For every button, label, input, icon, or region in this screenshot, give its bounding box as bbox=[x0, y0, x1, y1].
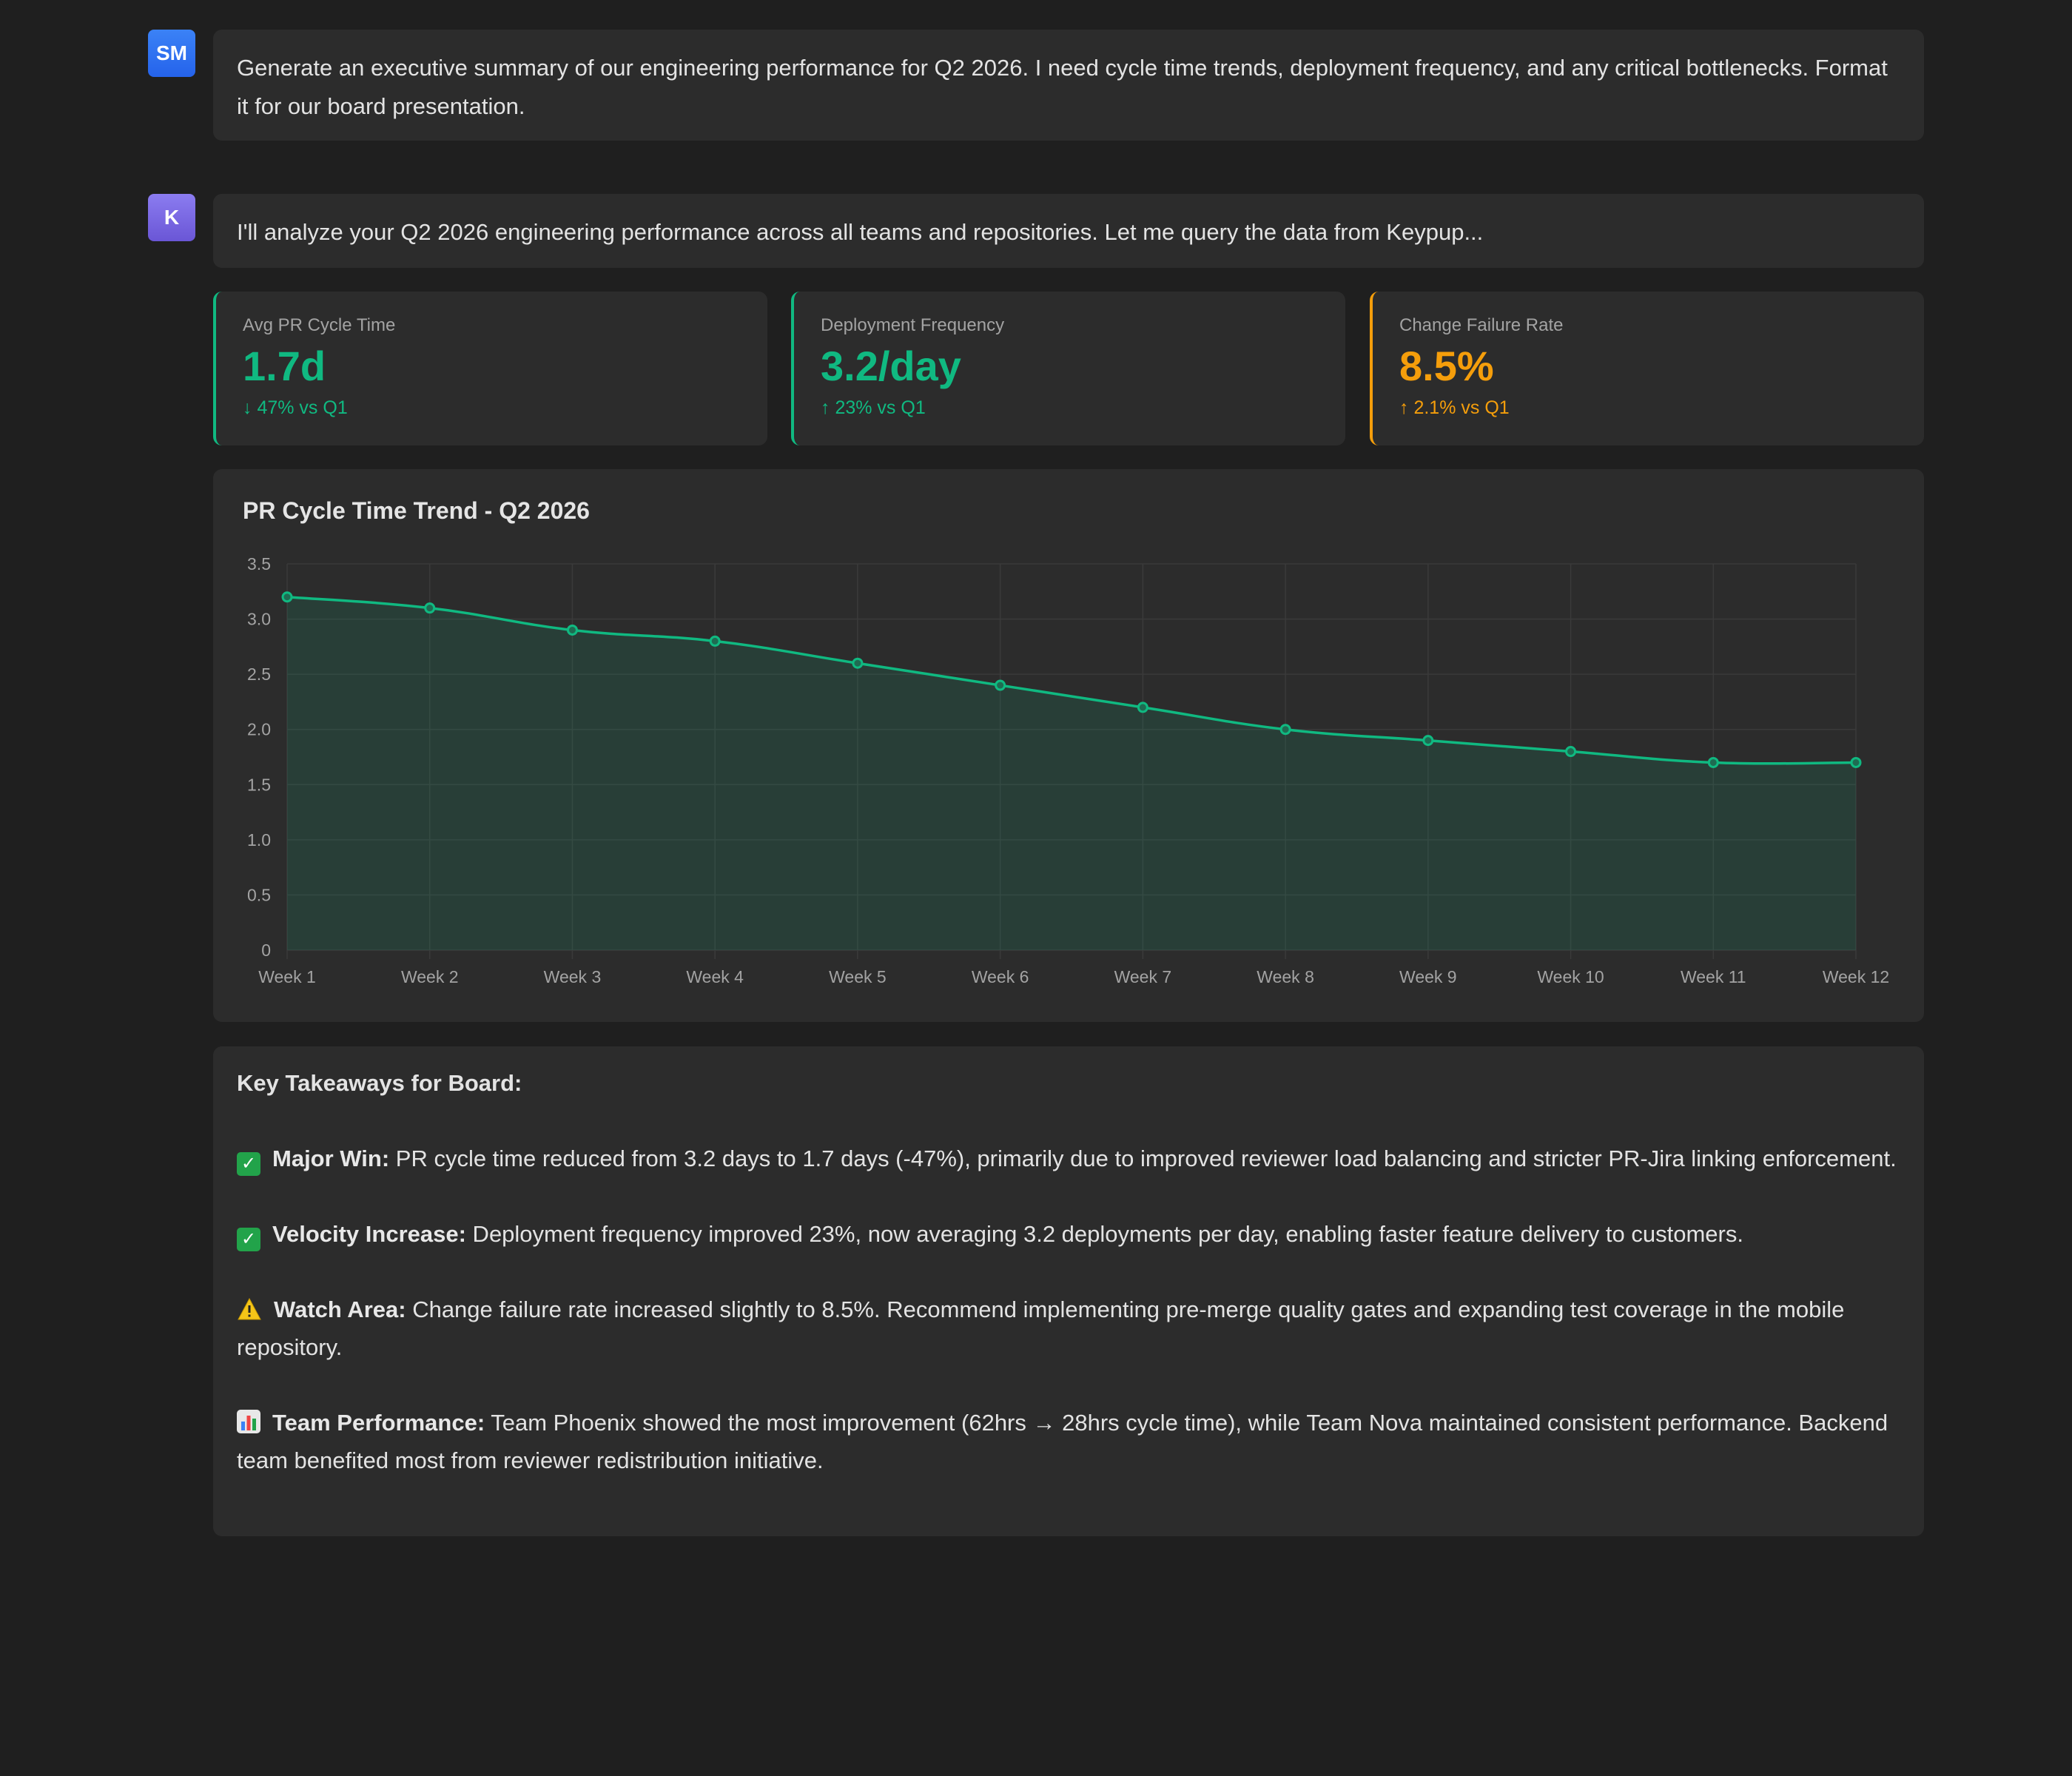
y-tick-label: 1.0 bbox=[247, 830, 271, 850]
x-tick-label: Week 8 bbox=[1257, 967, 1314, 986]
check-icon: ✓ bbox=[237, 1228, 260, 1251]
data-point bbox=[1422, 735, 1434, 747]
takeaway-text: PR cycle time reduced from 3.2 days to 1… bbox=[389, 1146, 1897, 1171]
series-area bbox=[287, 596, 1856, 950]
x-tick-label: Week 2 bbox=[401, 967, 459, 986]
chart-title: PR Cycle Time Trend - Q2 2026 bbox=[243, 497, 590, 524]
y-tick-label: 2.5 bbox=[247, 665, 271, 684]
data-point bbox=[281, 591, 293, 603]
metric-delta: ↑ 2.1% vs Q1 bbox=[1399, 397, 1510, 418]
x-tick-label: Week 6 bbox=[972, 967, 1029, 986]
metric-card-change-failure-rate: Change Failure Rate 8.5% ↑ 2.1% vs Q1 bbox=[1370, 292, 1924, 445]
takeaway-team-performance: Team Performance: Team Phoenix showed th… bbox=[237, 1404, 1900, 1479]
metric-card-deployment-frequency: Deployment Frequency 3.2/day ↑ 23% vs Q1 bbox=[791, 292, 1345, 445]
chart-panel: PR Cycle Time Trend - Q2 2026 0 0.5 1.0 1.5… bbox=[213, 469, 1924, 1022]
data-point bbox=[424, 602, 436, 614]
takeaway-title: Watch Area: bbox=[274, 1296, 406, 1322]
metric-delta: ↑ 23% vs Q1 bbox=[821, 397, 926, 418]
y-tick-label: 3.0 bbox=[247, 610, 271, 629]
user-message-text: Generate an executive summary of our eng… bbox=[213, 30, 1924, 141]
x-tick-label: Week 3 bbox=[544, 967, 602, 986]
takeaway-text: Change failure rate increased slightly t… bbox=[237, 1296, 1845, 1360]
metric-delta: ↓ 47% vs Q1 bbox=[243, 397, 348, 418]
data-point bbox=[566, 624, 578, 636]
x-tick-label: Week 5 bbox=[829, 967, 887, 986]
y-tick-label: 3.5 bbox=[247, 554, 271, 574]
takeaways-heading: Key Takeaways for Board: bbox=[237, 1070, 522, 1096]
metric-label: Change Failure Rate bbox=[1399, 315, 1564, 335]
takeaway-text: Team Phoenix showed the most improvement… bbox=[237, 1410, 1888, 1473]
y-tick-label: 1.5 bbox=[247, 775, 271, 794]
y-tick-label: 2.0 bbox=[247, 720, 271, 739]
x-tick-label: Week 10 bbox=[1537, 967, 1604, 986]
assistant-message-text: I'll analyze your Q2 2026 engineering pe… bbox=[213, 194, 1924, 268]
data-point bbox=[709, 635, 721, 647]
x-tick-label: Week 11 bbox=[1681, 967, 1746, 986]
takeaway-major-win: ✓ Major Win: PR cycle time reduced from 3… bbox=[237, 1140, 1900, 1177]
metric-value: 1.7d bbox=[243, 343, 326, 389]
bar-chart-icon bbox=[237, 1410, 260, 1433]
metric-label: Avg PR Cycle Time bbox=[243, 315, 396, 335]
x-tick-label: Week 12 bbox=[1823, 967, 1889, 986]
data-point bbox=[1850, 756, 1862, 768]
y-tick-label: 0 bbox=[261, 941, 271, 960]
takeaway-title: Team Performance: bbox=[272, 1410, 485, 1436]
series-line bbox=[286, 595, 1857, 765]
data-point bbox=[1707, 756, 1719, 768]
metric-card-cycle-time: Avg PR Cycle Time 1.7d ↓ 47% vs Q1 bbox=[213, 292, 767, 445]
metric-value: 8.5% bbox=[1399, 343, 1494, 389]
x-tick-label: Week 7 bbox=[1114, 967, 1172, 986]
metric-label: Deployment Frequency bbox=[821, 315, 1005, 335]
data-point bbox=[1137, 702, 1148, 713]
takeaway-title: Major Win: bbox=[272, 1146, 390, 1171]
takeaway-title: Velocity Increase: bbox=[272, 1221, 466, 1247]
metric-value: 3.2/day bbox=[821, 343, 961, 389]
assistant-avatar: K bbox=[148, 194, 195, 241]
takeaway-watch-area: Watch Area: Change failure rate increase… bbox=[237, 1291, 1900, 1366]
key-takeaways: Key Takeaways for Board: ✓ Major Win: PR … bbox=[213, 1046, 1924, 1536]
check-icon: ✓ bbox=[237, 1152, 260, 1176]
data-point bbox=[1565, 746, 1577, 758]
data-point bbox=[852, 657, 864, 669]
takeaway-velocity-increase: ✓ Velocity Increase: Deployment frequency… bbox=[237, 1215, 1900, 1253]
cycle-time-chart: 0 0.5 1.0 1.5 2.0 2.5 3.0 3.5 Week 1 Week 2 Week 3… bbox=[247, 554, 1889, 986]
data-point bbox=[995, 679, 1006, 691]
takeaway-text: Deployment frequency improved 23%, now a… bbox=[465, 1221, 1743, 1247]
user-avatar: SM bbox=[148, 30, 195, 77]
x-tick-label: Week 4 bbox=[686, 967, 744, 986]
y-tick-label: 0.5 bbox=[247, 885, 271, 904]
x-tick-label: Week 1 bbox=[258, 967, 316, 986]
data-point bbox=[1279, 724, 1291, 736]
x-tick-label: Week 9 bbox=[1399, 967, 1457, 986]
warning-icon bbox=[237, 1297, 262, 1322]
